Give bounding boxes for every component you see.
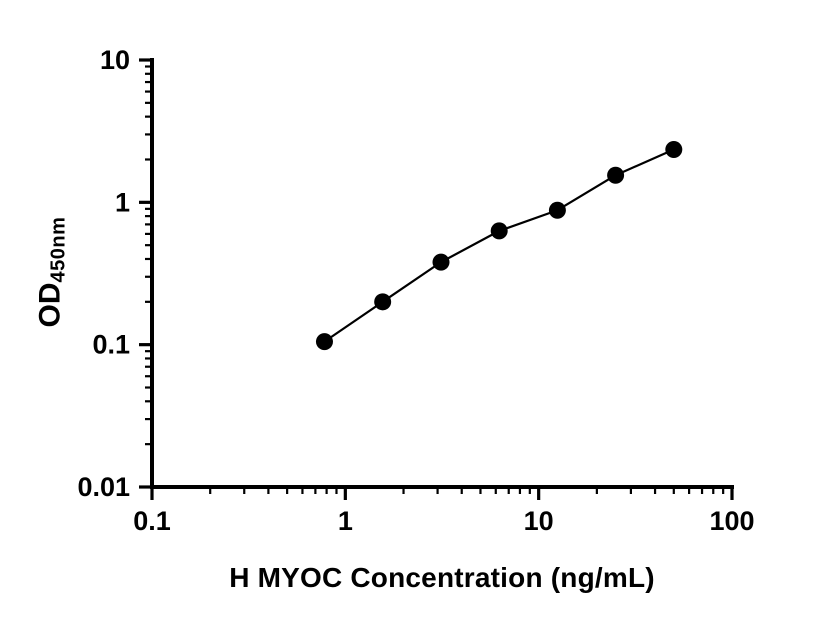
data-point — [665, 141, 683, 159]
y-axis-title-main: OD — [33, 282, 67, 328]
y-axis-title: OD450nm — [34, 217, 71, 328]
x-tick-label: 100 — [709, 506, 754, 536]
y-tick-label: 0.01 — [77, 472, 130, 502]
data-point — [490, 222, 508, 240]
x-tick-label: 0.1 — [133, 506, 171, 536]
y-tick-label: 1 — [115, 187, 130, 217]
data-point — [548, 201, 566, 219]
x-tick-label: 1 — [338, 506, 353, 536]
y-axis-title-subscript: 450nm — [47, 216, 70, 283]
data-point — [432, 253, 450, 271]
x-tick-label: 10 — [524, 506, 554, 536]
y-tick-label: 0.1 — [92, 330, 130, 360]
data-point — [315, 333, 333, 351]
data-point — [374, 293, 392, 311]
y-tick-label: 10 — [100, 45, 130, 75]
x-axis-title: H MYOC Concentration (ng/mL) — [229, 562, 655, 593]
data-point — [607, 166, 625, 184]
